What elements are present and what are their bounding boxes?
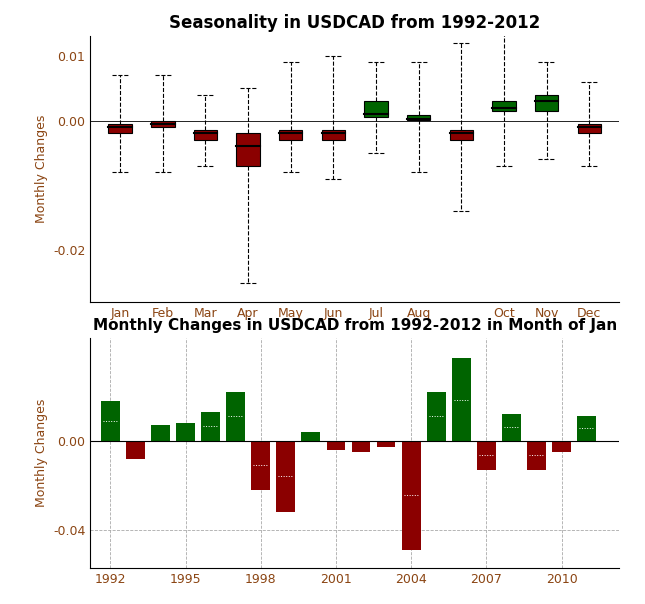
Bar [492, 101, 516, 111]
Y-axis label: Monthly Changes: Monthly Changes [35, 399, 48, 507]
Bar [527, 441, 546, 470]
Bar [402, 441, 421, 550]
Bar [552, 441, 571, 452]
Bar [277, 441, 295, 512]
Bar [352, 441, 370, 452]
Bar [126, 441, 145, 458]
Bar [194, 130, 217, 140]
Bar [252, 441, 270, 490]
Bar [407, 115, 430, 120]
Y-axis label: Monthly Changes: Monthly Changes [35, 115, 48, 223]
Bar [427, 392, 446, 441]
Bar [477, 441, 496, 470]
Bar [577, 416, 596, 441]
Bar [377, 441, 395, 448]
Bar [176, 423, 195, 441]
Bar [226, 392, 245, 441]
Bar [502, 414, 521, 441]
Title: Seasonality in USDCAD from 1992-2012: Seasonality in USDCAD from 1992-2012 [169, 14, 541, 32]
Bar [301, 432, 321, 441]
Bar [364, 101, 388, 117]
Bar [450, 130, 473, 140]
Bar [236, 133, 260, 166]
Title: Monthly Changes in USDCAD from 1992-2012 in Month of Jan: Monthly Changes in USDCAD from 1992-2012… [93, 318, 617, 333]
Bar [201, 412, 220, 441]
Bar [151, 121, 175, 127]
Bar [326, 441, 345, 449]
Bar [452, 358, 471, 441]
Bar [151, 425, 170, 441]
Bar [322, 130, 345, 140]
Bar [279, 130, 303, 140]
Bar [535, 95, 559, 111]
Bar [578, 124, 601, 133]
Bar [108, 124, 132, 133]
Bar [101, 400, 120, 441]
